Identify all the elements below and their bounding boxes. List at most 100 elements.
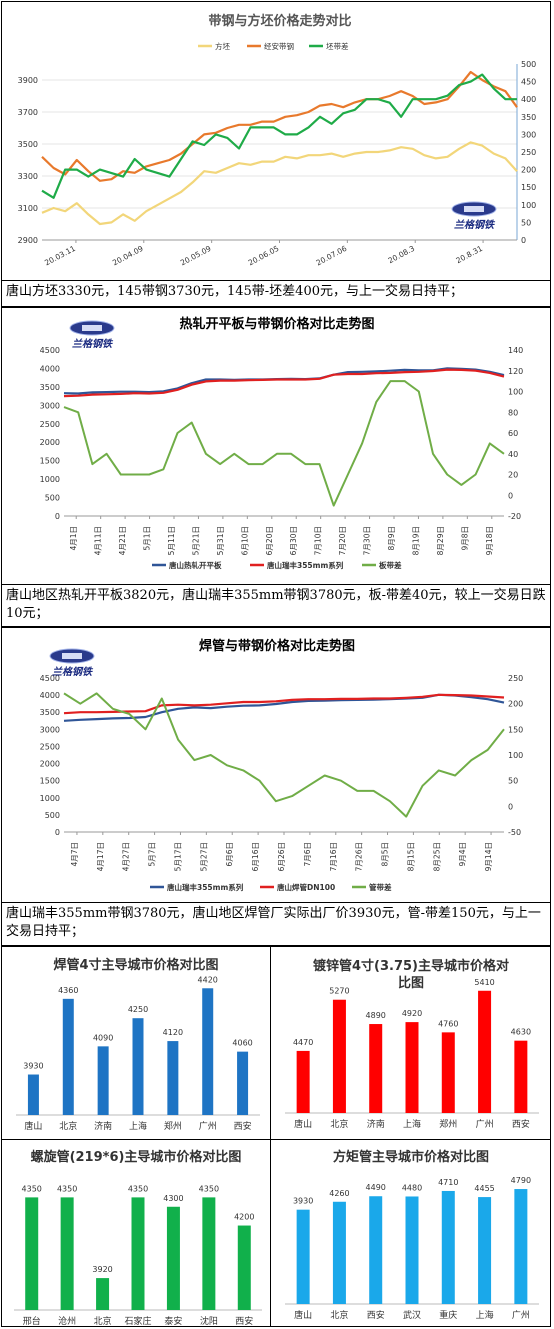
legend-label: 唐山热轧开平板 (169, 560, 222, 570)
bar-value-label: 4420 (198, 975, 218, 984)
legend-label: 方坯 (215, 41, 230, 51)
category-label: 西安 (234, 1120, 252, 1132)
hotrolled-strip-chart-panel: 热轧开平板与带钢价格对比走势图 0 500 1000 1500 2000 2500 3000 3… (1, 307, 551, 585)
bar (25, 1197, 39, 1310)
spiral-pipe-city-panel: 螺旋管(219*6)主导城市价格对比图 4350 邢台 4350 沧州 3920 北京 435… (1, 1139, 271, 1327)
bar-value-label: 4360 (58, 986, 78, 995)
x-tick-label: 5月11日 (167, 526, 176, 555)
bar-value-label: 3930 (23, 1062, 43, 1071)
logo-mark-icon (62, 653, 82, 659)
bar (441, 1032, 455, 1113)
bar-value-label: 4455 (474, 1184, 494, 1193)
x-tick-label: 9月18日 (485, 526, 494, 555)
x-tick-label: 20.03.11 (43, 244, 77, 268)
x-tick-label: 8月9日 (387, 526, 396, 551)
x-tick-label: 7月20日 (338, 526, 347, 555)
x-tick-label: 4月17日 (96, 842, 105, 871)
x-tick-label: 7月16日 (329, 842, 338, 871)
category-label: 北京 (94, 1315, 112, 1326)
category-label: 西安 (512, 1118, 530, 1130)
y-right-tick-label: -50 (508, 828, 521, 837)
bar-value-label: 4470 (293, 1038, 313, 1047)
bar-value-label: 4120 (163, 1028, 183, 1037)
bar (369, 1196, 383, 1304)
category-label: 郑州 (164, 1120, 182, 1132)
y-left-tick-label: 0 (55, 512, 60, 521)
weldedpipe-strip-chart: 焊管与带钢价格对比走势图0500100015002000250030003500… (40, 638, 524, 892)
y-right-tick-label: 450 (521, 78, 536, 87)
bar (441, 1190, 455, 1304)
bar (131, 1197, 145, 1310)
x-tick-label: 5月27日 (199, 842, 208, 871)
x-tick-label: 7月30日 (363, 526, 372, 555)
y-right-tick-label: 300 (521, 130, 536, 139)
bar (60, 1197, 74, 1310)
bar (202, 988, 214, 1115)
y-left-tick-label: 2900 (18, 236, 38, 245)
bar-value-label: 4300 (163, 1194, 183, 1203)
y-right-tick-label: 0 (508, 802, 513, 811)
y-left-tick-label: 3000 (40, 725, 60, 734)
y-left-tick-label: 500 (45, 811, 60, 820)
y-right-tick-label: 150 (508, 725, 523, 734)
x-tick-label: 5月1日 (143, 526, 152, 551)
billet-strip-caption: 唐山方坯3330元，145带钢3730元，145带-坯差400元，与上一交易日持… (1, 281, 551, 307)
bar (478, 990, 492, 1113)
category-label: 西安 (235, 1315, 253, 1326)
x-tick-label: 20.8.31 (454, 244, 484, 265)
y-right-tick-label: 40 (508, 450, 518, 459)
x-tick-label: 20.04.09 (111, 244, 145, 268)
series-line-1 (41, 141, 518, 226)
x-tick-label: 20.08.3 (387, 244, 417, 265)
chart-title: 焊管4寸主导城市价格对比图 (53, 957, 218, 973)
x-tick-label: 7月26日 (355, 842, 364, 871)
bar (96, 1278, 110, 1310)
bar (237, 1225, 251, 1310)
bar (296, 1050, 310, 1113)
y-right-tick-label: 500 (521, 60, 536, 69)
category-label: 重庆 (439, 1309, 457, 1321)
x-tick-label: 6月20日 (265, 526, 274, 555)
spiral-pipe-city-chart: 螺旋管(219*6)主导城市价格对比图 4350 邢台 4350 沧州 3920 北京 435… (14, 1149, 262, 1326)
welded-pipe-city-panel: 焊管4寸主导城市价格对比图 3930 唐山 4360 北京 4090 济南 4250 上海 412… (1, 946, 271, 1140)
x-tick-label: 7月10日 (314, 526, 323, 555)
bar-value-label: 4790 (511, 1176, 531, 1185)
hotrolled-strip-caption: 唐山地区热轧开平板3820元，唐山瑞丰355mm带钢3780元，板-带差40元，… (1, 585, 551, 627)
x-tick-label: 9月4日 (458, 842, 467, 867)
y-left-tick-label: 3500 (18, 140, 38, 149)
bar (478, 1197, 492, 1304)
legend-label: 唐山焊管DN100 (277, 882, 335, 892)
series-line-3 (41, 73, 517, 199)
hotrolled-strip-chart: 热轧开平板与带钢价格对比走势图0500100015002000250030003… (40, 316, 524, 570)
y-right-tick-label: 50 (508, 777, 518, 786)
series-line-2 (63, 693, 505, 715)
chart-title: 焊管与带钢价格对比走势图 (199, 638, 355, 654)
y-left-tick-label: 1000 (40, 794, 60, 803)
y-left-tick-label: 3000 (40, 401, 60, 410)
welded-pipe-city-chart: 焊管4寸主导城市价格对比图 3930 唐山 4360 北京 4090 济南 4250 上海 412… (16, 957, 260, 1132)
logo-text: 兰格钢铁 (72, 338, 114, 350)
y-left-tick-label: 3700 (18, 108, 38, 117)
logo-text: 兰格钢铁 (454, 219, 496, 231)
bar (202, 1197, 216, 1310)
bar (405, 1022, 419, 1113)
category-label: 济南 (367, 1118, 385, 1130)
x-tick-label: 8月25日 (432, 842, 441, 871)
y-left-tick-label: 3100 (18, 204, 38, 213)
bar (132, 1018, 144, 1115)
billet-strip-chart: 带钢与方坯价格走势对比 2900 3100 3300 3500 3700 3900 0 50 10… (18, 13, 537, 268)
bar (369, 1024, 383, 1113)
category-label: 沈阳 (200, 1315, 218, 1326)
bar (167, 1041, 179, 1115)
y-left-tick-label: 3300 (18, 172, 38, 181)
x-tick-label: 6月10日 (240, 526, 249, 555)
bar-value-label: 4350 (57, 1184, 77, 1193)
bar-value-label: 4060 (232, 1039, 252, 1048)
series-line-3 (63, 380, 505, 507)
legend-label: 坯带差 (326, 41, 349, 51)
y-left-tick-label: 4500 (40, 674, 60, 683)
x-tick-label: 6月16日 (251, 842, 260, 871)
y-left-tick-label: 4500 (40, 346, 60, 355)
y-left-tick-label: 0 (55, 828, 60, 837)
category-label: 北京 (330, 1118, 348, 1130)
